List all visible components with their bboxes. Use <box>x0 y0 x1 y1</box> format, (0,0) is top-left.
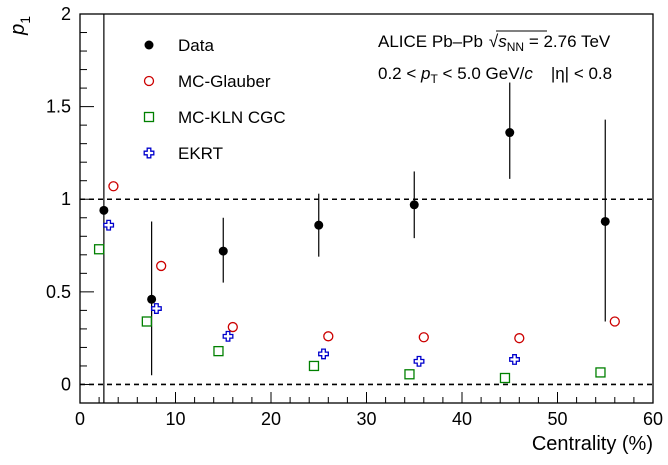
data-point <box>314 220 324 230</box>
mc-kln-cgc-point <box>499 372 511 384</box>
data-point <box>147 294 157 304</box>
ekrt-point <box>509 354 520 365</box>
annotation-line-1: ALICE Pb–Pb √sNN = 2.76 TeV <box>378 32 611 54</box>
mc-glauber-point <box>156 260 167 272</box>
x-tick-label: 0 <box>75 409 85 429</box>
ekrt-point <box>413 355 425 367</box>
mc-glauber-point <box>418 332 429 343</box>
data-point <box>600 216 610 226</box>
mc-kln-cgc-point <box>93 244 105 255</box>
data-point <box>218 246 228 256</box>
x-tick-label: 10 <box>165 409 185 429</box>
ekrt-point <box>150 303 162 314</box>
legend-label-ekrt: EKRT <box>178 144 223 163</box>
annotation-line-2: 0.2 < pT < 5.0 GeV/c |η| < 0.8 <box>378 64 612 86</box>
x-tick-label: 60 <box>643 409 663 429</box>
legend-marker-mc-kln-cgc <box>143 111 155 123</box>
mc-glauber-point <box>609 316 620 327</box>
ekrt-point <box>318 348 329 360</box>
mc-kln-cgc-point <box>308 360 320 372</box>
mc-kln-cgc-point <box>213 345 224 357</box>
reference-lines <box>80 198 653 386</box>
mc-glauber-point <box>323 331 334 342</box>
ekrt-point <box>103 219 115 231</box>
x-tick-label: 40 <box>452 409 472 429</box>
y-tick-label: 0.5 <box>46 282 71 302</box>
legend-marker-mc-glauber <box>143 75 155 87</box>
x-tick-label: 50 <box>547 409 567 429</box>
mc-glauber-point <box>108 181 119 192</box>
mc-kln-cgc-point <box>595 367 606 378</box>
axis-ticks: 0 10 20 30 40 50 60 0 0.5 1 1.5 2 <box>46 4 663 429</box>
y-tick-label: 0 <box>61 374 71 394</box>
x-tick-label: 30 <box>356 409 376 429</box>
data-point <box>409 200 419 210</box>
ekrt-point <box>222 330 234 342</box>
y-axis-label: p1 <box>7 16 33 36</box>
mc-glauber-point <box>227 321 238 333</box>
data-markers <box>93 128 620 384</box>
y-tick-label: 1 <box>61 189 71 209</box>
legend-label-mc-glauber: MC-Glauber <box>178 72 271 91</box>
legend-label-data: Data <box>178 36 214 55</box>
legend-label-mc-kln-cgc: MC-KLN CGC <box>178 108 286 127</box>
data-point <box>99 205 109 215</box>
y-tick-label: 2 <box>61 4 71 24</box>
x-axis-label: Centrality (%) <box>532 433 653 455</box>
mc-kln-cgc-point <box>404 369 415 380</box>
mc-glauber-point <box>514 333 525 344</box>
x-tick-label: 20 <box>261 409 281 429</box>
data-point <box>505 128 515 138</box>
y-tick-label: 1.5 <box>46 97 71 117</box>
legend-marker-ekrt <box>143 147 155 159</box>
legend-marker-data <box>144 40 154 50</box>
mc-kln-cgc-point <box>141 316 153 327</box>
legend: Data MC-Glauber MC-KLN CGC EKRT <box>143 36 286 163</box>
